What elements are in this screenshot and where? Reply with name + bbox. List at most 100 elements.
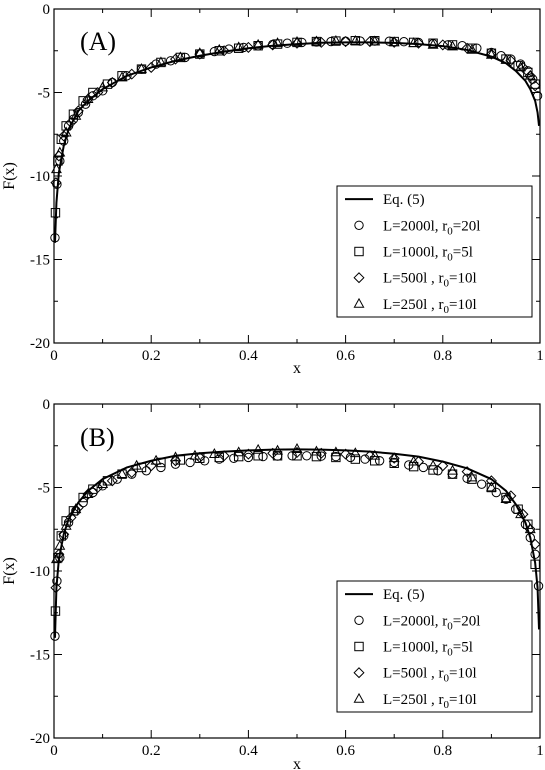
legend-triangle-swatch <box>353 692 365 703</box>
legend-circle-swatch <box>354 615 364 625</box>
legend-entry-2: L=1000l, r0=5l <box>383 640 473 659</box>
legend: Eq. (5) L=2000l, r0=20l L=1000l, r0=5l L=50… <box>336 580 533 713</box>
y-tick-label: 0 <box>43 2 51 18</box>
circle-point <box>156 462 166 473</box>
circle-point <box>97 481 108 491</box>
legend-diamond-swatch <box>353 272 365 284</box>
diamond-point <box>505 55 517 67</box>
triangle-point <box>233 41 245 52</box>
triangle-point <box>252 38 264 49</box>
triangle-point <box>524 523 536 534</box>
triangle-point <box>131 459 143 470</box>
square-point <box>350 454 361 464</box>
legend-entry-3: L=500l , r0=10l <box>383 666 477 685</box>
diamond-point <box>126 68 138 80</box>
triangle-point <box>155 56 167 67</box>
square-point <box>408 37 419 48</box>
circle-point <box>112 474 122 484</box>
circle-point <box>50 233 60 243</box>
triangle-point <box>97 478 109 489</box>
triangle-point <box>388 36 400 47</box>
circle-point <box>209 46 220 57</box>
triangle-point <box>54 539 66 550</box>
diamond-point <box>437 39 449 51</box>
legend-square-swatch <box>354 641 364 652</box>
x-tick-label: 0.2 <box>142 743 161 759</box>
y-tick-label: -15 <box>30 648 50 664</box>
triangle-point <box>50 163 62 174</box>
triangle-point <box>427 38 439 49</box>
diamond-point <box>529 80 541 92</box>
triangle-point <box>70 109 82 120</box>
circle-point <box>530 549 540 559</box>
series-triangle <box>50 443 536 564</box>
triangle-point <box>70 503 82 514</box>
circle-point <box>287 451 297 461</box>
circle-point <box>63 517 74 528</box>
triangle-point <box>369 35 381 46</box>
diamond-point <box>485 48 497 60</box>
diamond-point <box>291 37 303 49</box>
diamond-point <box>106 475 118 487</box>
diamond-point <box>437 460 449 472</box>
legend-circle-swatch <box>354 220 364 231</box>
x-axis-label: x <box>293 756 301 770</box>
circle-point <box>224 44 234 54</box>
legend-entry-1: L=2000l, r0=20l <box>383 218 480 237</box>
triangle-point <box>310 445 322 456</box>
diamond-point <box>145 61 157 73</box>
diamond-point <box>315 447 327 459</box>
triangle-point <box>97 81 109 92</box>
legend-box <box>336 580 533 713</box>
triangle-point <box>272 444 284 455</box>
y-axis-label: F(x) <box>1 557 18 585</box>
triangle-point <box>291 443 303 453</box>
diamond-point <box>340 36 352 48</box>
diamond-point <box>461 466 473 478</box>
x-tick-label: 0.6 <box>336 348 355 364</box>
diamond-point <box>529 538 541 550</box>
circle-point <box>316 451 326 461</box>
circle-point <box>476 479 487 489</box>
legend-entry-4: L=250l , r0=10l <box>383 692 477 711</box>
triangle-point <box>54 146 66 157</box>
circle-point <box>374 456 385 466</box>
square-point <box>253 451 263 461</box>
square-point <box>428 465 438 475</box>
square-point <box>61 121 71 131</box>
triangle-point <box>500 493 512 504</box>
square-point <box>53 156 63 166</box>
square-point <box>389 458 399 468</box>
square-point <box>61 516 71 526</box>
circle-point <box>340 36 351 46</box>
circle-point <box>151 59 161 69</box>
triangle-point <box>174 51 186 62</box>
series-diamond <box>50 36 541 189</box>
diamond-point <box>58 130 70 142</box>
square-point <box>136 462 147 473</box>
legend-box <box>336 185 533 318</box>
x-tick-label: 0.8 <box>433 743 452 759</box>
circle-point <box>165 56 176 66</box>
panel-label: (A) <box>80 27 116 56</box>
triangle-point <box>466 471 478 482</box>
panel-a-chart: 0 0.2 0.4 0.6 0.8 1 0 -5 -10 -15 -20 x F(x) (A) Eq. (5… <box>1 2 544 377</box>
diamond-point <box>485 475 497 487</box>
triangle-point <box>447 40 458 51</box>
diamond-point <box>194 48 206 60</box>
square-point <box>233 43 244 53</box>
x-tick-label: 0.4 <box>239 743 258 759</box>
y-axis-label: F(x) <box>1 162 18 190</box>
diamond-point <box>524 523 536 535</box>
circle-point <box>199 456 210 466</box>
circle-point <box>50 631 60 641</box>
circle-point <box>297 37 307 48</box>
diamond-point <box>315 36 327 48</box>
triangle-point <box>466 43 478 54</box>
circle-point <box>302 451 312 461</box>
square-point <box>88 87 98 98</box>
x-tick-label: 1 <box>536 348 544 364</box>
diamond-point <box>340 448 352 460</box>
y-tick-label: -5 <box>38 86 51 102</box>
